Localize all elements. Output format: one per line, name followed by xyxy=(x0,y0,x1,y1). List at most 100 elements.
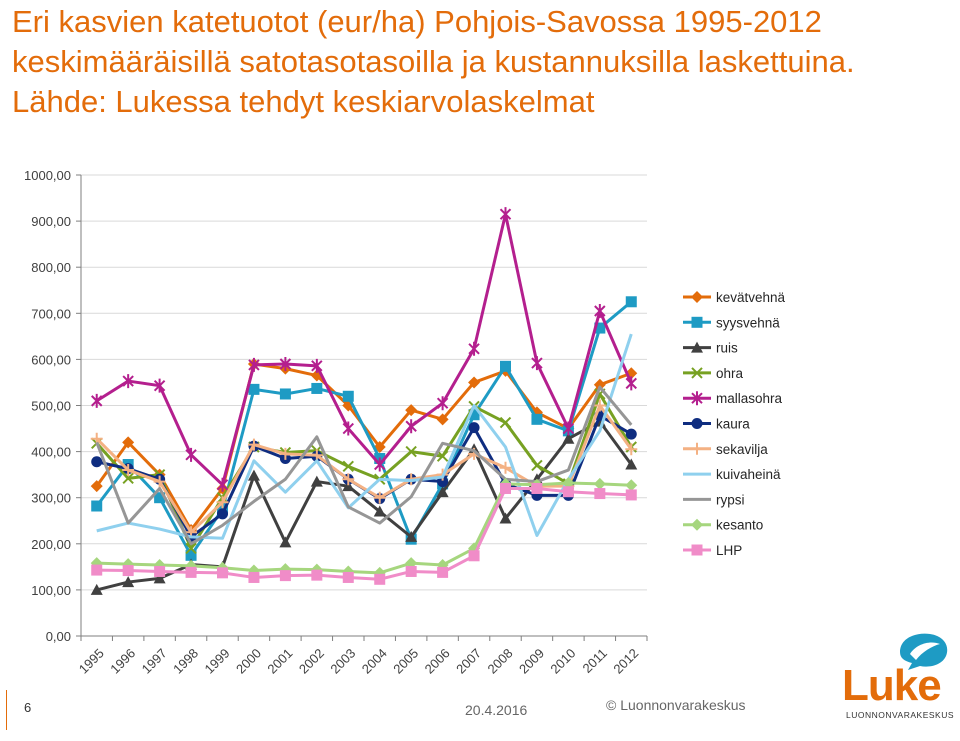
legend-label: kuivaheinä xyxy=(716,467,781,482)
y-tick-label: 900,00 xyxy=(31,214,71,229)
data-point xyxy=(342,571,354,583)
data-point xyxy=(436,396,449,411)
y-tick-label: 0,00 xyxy=(46,629,71,644)
data-point xyxy=(122,576,135,588)
data-point xyxy=(185,549,197,561)
data-point xyxy=(153,475,166,488)
data-point xyxy=(373,505,386,517)
data-point xyxy=(468,376,481,389)
legend-item: syysvehnä xyxy=(683,315,780,330)
data-point xyxy=(531,413,543,425)
legend-item: kaura xyxy=(683,417,750,432)
data-point xyxy=(594,322,606,334)
legend-item: kesanto xyxy=(683,518,763,533)
legend-marker xyxy=(691,391,703,406)
data-point xyxy=(122,565,134,577)
data-point xyxy=(468,409,480,421)
data-point xyxy=(373,491,386,504)
chart-series xyxy=(90,207,638,595)
x-tick-label: 2006 xyxy=(422,646,453,677)
data-point xyxy=(593,477,606,490)
legend-label: LHP xyxy=(716,543,742,558)
data-point xyxy=(562,421,575,436)
data-point xyxy=(311,358,323,373)
data-point xyxy=(247,438,260,451)
y-tick-label: 400,00 xyxy=(31,445,71,460)
data-point xyxy=(594,303,606,318)
data-point xyxy=(437,476,449,488)
legend-item: sekavilja xyxy=(683,442,768,457)
footer-divider xyxy=(6,690,7,730)
data-point xyxy=(405,419,417,434)
y-tick-label: 500,00 xyxy=(31,399,71,414)
data-point xyxy=(122,472,134,485)
x-tick-label: 2012 xyxy=(610,646,641,677)
data-point xyxy=(90,480,103,493)
data-point xyxy=(562,486,574,498)
data-point xyxy=(216,496,229,509)
data-point xyxy=(436,486,449,498)
legend-marker xyxy=(691,518,703,531)
series-10 xyxy=(91,482,637,585)
data-point xyxy=(625,296,637,308)
chart-grid xyxy=(76,174,648,641)
data-point xyxy=(500,482,511,494)
data-point xyxy=(405,404,418,417)
data-point xyxy=(594,488,606,500)
data-point xyxy=(153,378,166,393)
legend-item: mallasohra xyxy=(683,391,783,406)
data-point xyxy=(279,536,292,548)
data-point xyxy=(342,480,355,492)
data-point xyxy=(310,449,323,462)
data-point xyxy=(311,382,323,394)
data-point xyxy=(216,477,229,492)
x-tick-label: 2000 xyxy=(233,646,264,677)
legend-marker xyxy=(691,418,703,429)
legend-marker xyxy=(691,367,703,379)
data-point xyxy=(185,566,197,578)
data-point xyxy=(499,512,512,524)
copyright-text: © Luonnonvarakeskus xyxy=(606,697,746,713)
data-point xyxy=(625,443,638,456)
data-point xyxy=(562,476,575,489)
legend-label: syysvehnä xyxy=(716,315,780,330)
x-tick-label: 2009 xyxy=(516,646,547,677)
legend-item: LHP xyxy=(683,543,742,558)
logo-wordmark: Luke xyxy=(842,661,942,710)
x-tick-label: 2011 xyxy=(580,646,610,676)
data-point xyxy=(217,567,228,579)
legend-label: kesanto xyxy=(716,518,763,533)
legend-label: rypsi xyxy=(716,492,745,507)
x-tick-label: 1999 xyxy=(202,646,233,677)
legend-marker xyxy=(691,316,703,328)
data-point xyxy=(625,479,638,492)
data-point xyxy=(91,393,103,408)
data-point xyxy=(122,374,134,389)
x-tick-label: 2005 xyxy=(390,646,421,677)
legend-item: rypsi xyxy=(683,492,745,507)
data-point xyxy=(562,432,575,444)
x-tick-label: 2010 xyxy=(547,646,578,677)
series-1 xyxy=(91,296,637,561)
data-point xyxy=(468,550,480,562)
legend-label: ohra xyxy=(716,366,744,381)
x-tick-label: 2003 xyxy=(327,646,358,677)
data-point xyxy=(311,569,323,581)
data-point xyxy=(531,356,543,371)
y-tick-label: 800,00 xyxy=(31,260,71,275)
x-axis-ticks: 1995 1996 1997 1998 1999 2000 2001 2002 2003 2004… xyxy=(76,646,642,677)
x-tick-label: 2007 xyxy=(453,646,484,677)
series-line xyxy=(95,212,633,487)
data-point xyxy=(91,500,103,512)
legend-marker xyxy=(691,341,703,353)
data-point xyxy=(90,583,103,595)
x-tick-label: 1997 xyxy=(139,646,170,677)
series-line xyxy=(95,385,633,546)
y-tick-label: 1000,00 xyxy=(24,168,71,183)
data-point xyxy=(153,572,166,584)
data-point xyxy=(436,413,449,426)
data-point xyxy=(342,421,354,436)
data-point xyxy=(185,542,197,555)
data-point xyxy=(593,399,606,412)
data-point xyxy=(279,447,292,460)
